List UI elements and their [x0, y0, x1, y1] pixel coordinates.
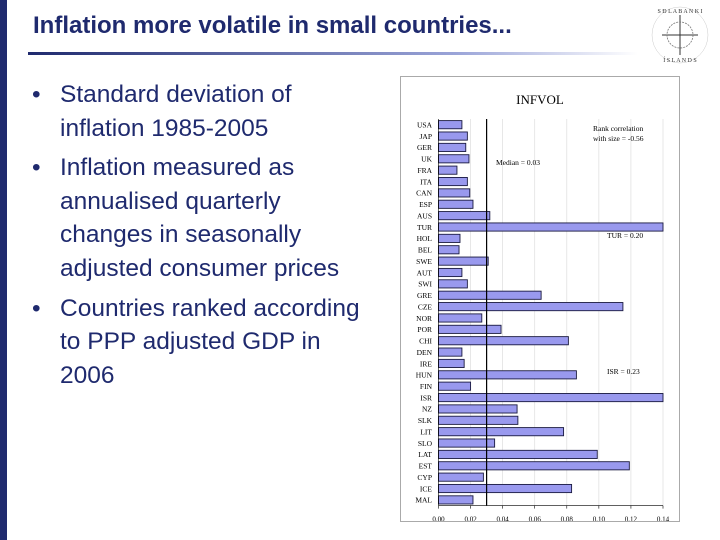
bar-den — [438, 347, 463, 357]
bar-esp — [438, 199, 474, 209]
bullet-item: Countries ranked according to PPP adjust… — [30, 292, 380, 393]
category-label: FRA — [417, 166, 432, 175]
category-label: CYP — [417, 473, 432, 482]
category-label: NZ — [422, 405, 432, 414]
bar-uk — [438, 154, 470, 164]
median-annotation: Median = 0.03 — [496, 158, 540, 167]
category-label: TUR — [417, 223, 432, 232]
bar-ger — [438, 142, 467, 152]
bar-slk — [438, 415, 519, 425]
bar-isr — [438, 393, 664, 403]
chart-title: INFVOL — [516, 92, 564, 107]
category-label: POR — [417, 325, 432, 334]
bar-ita — [438, 176, 468, 187]
category-label: SLO — [418, 439, 433, 448]
bar-cyp — [438, 472, 484, 482]
x-tick-label: 0.02 — [464, 516, 477, 521]
bar-est — [438, 461, 630, 471]
bar-lit — [438, 427, 565, 437]
bar-mal — [438, 495, 474, 505]
category-label: GER — [417, 143, 432, 152]
svg-text:Í S L A N D S: Í S L A N D S — [663, 56, 696, 64]
bar-usa — [438, 120, 463, 130]
rank-correlation-annotation: with size = -0.56 — [593, 134, 644, 143]
category-label: AUT — [417, 268, 433, 277]
bar-hol — [438, 233, 461, 243]
category-label: USA — [417, 120, 433, 129]
rank-correlation-annotation: Rank correlation — [593, 124, 643, 133]
category-label: DEN — [417, 348, 433, 357]
bar-nz — [438, 404, 518, 414]
bar-aut — [438, 267, 463, 278]
bar-gre — [438, 290, 542, 300]
category-label: SWE — [416, 257, 432, 266]
category-label: JAP — [419, 132, 432, 141]
category-label: CZE — [418, 302, 433, 311]
tur-annotation: TUR = 0.20 — [607, 231, 643, 240]
bar-tur — [438, 222, 664, 232]
infvol-bar-chart: INFVOL USA JAP GER UK FRA ITA CAN ESP AUS TUR HOL B… — [415, 92, 670, 524]
bar-swi — [438, 279, 468, 289]
bar-hun — [438, 370, 577, 380]
category-label: HUN — [416, 371, 433, 380]
bullet-item: Inflation measured as annualised quarter… — [30, 151, 380, 285]
bar-aus — [438, 211, 491, 221]
category-label: MAL — [415, 496, 432, 505]
category-label: GRE — [417, 291, 432, 300]
category-label: ICE — [420, 484, 433, 493]
bar-bel — [438, 245, 460, 255]
bar-jap — [438, 131, 468, 141]
category-label: CHI — [419, 337, 432, 346]
title-underline — [28, 52, 638, 55]
bar-chi — [438, 336, 569, 346]
category-label: HOL — [417, 234, 433, 243]
x-tick-label: 0.08 — [561, 516, 574, 521]
bar-ire — [438, 358, 465, 368]
bar-fra — [438, 165, 458, 175]
x-tick-label: 0.04 — [497, 516, 510, 521]
category-label: EST — [419, 462, 433, 471]
category-label: SWI — [418, 280, 432, 289]
category-label: LAT — [418, 450, 432, 459]
x-tick-label: 0.00 — [432, 516, 445, 521]
bullet-list: Standard deviation of inflation 1985-200… — [30, 78, 380, 398]
category-label: UK — [421, 155, 432, 164]
isr-annotation: ISR = 0.23 — [607, 367, 640, 376]
x-tick-label: 0.12 — [625, 516, 638, 521]
svg-text:S Ð L A B A N K I: S Ð L A B A N K I — [657, 9, 702, 15]
bar-swe — [438, 256, 489, 266]
category-label: ESP — [419, 200, 432, 209]
bar-nor — [438, 313, 483, 323]
x-tick-label: 0.14 — [657, 516, 670, 521]
category-label: FIN — [420, 382, 433, 391]
category-label: NOR — [416, 314, 432, 323]
category-label: ISR — [420, 393, 432, 402]
slide-title: Inflation more volatile in small countri… — [33, 12, 512, 39]
x-tick-label: 0.06 — [529, 516, 542, 521]
central-bank-seal-logo: S Ð L A B A N K I Í S L A N D S — [651, 6, 709, 64]
bar-fin — [438, 381, 472, 391]
category-label: IRE — [420, 359, 433, 368]
category-label: LIT — [420, 427, 432, 436]
bar-por — [438, 324, 502, 334]
bar-ice — [438, 483, 573, 494]
category-label: SLK — [418, 416, 433, 425]
bar-cze — [438, 302, 624, 312]
bullet-item: Standard deviation of inflation 1985-200… — [30, 78, 380, 145]
category-label: ITA — [420, 177, 432, 186]
x-tick-label: 0.10 — [593, 516, 606, 521]
bar-lat — [438, 449, 598, 459]
left-accent-bar — [0, 0, 7, 540]
category-label: AUS — [417, 211, 432, 220]
bar-can — [438, 188, 471, 198]
chart-frame: INFVOL USA JAP GER UK FRA ITA CAN ESP AUS TUR HOL B… — [400, 76, 680, 524]
category-label: BEL — [418, 246, 433, 255]
category-label: CAN — [416, 189, 432, 198]
